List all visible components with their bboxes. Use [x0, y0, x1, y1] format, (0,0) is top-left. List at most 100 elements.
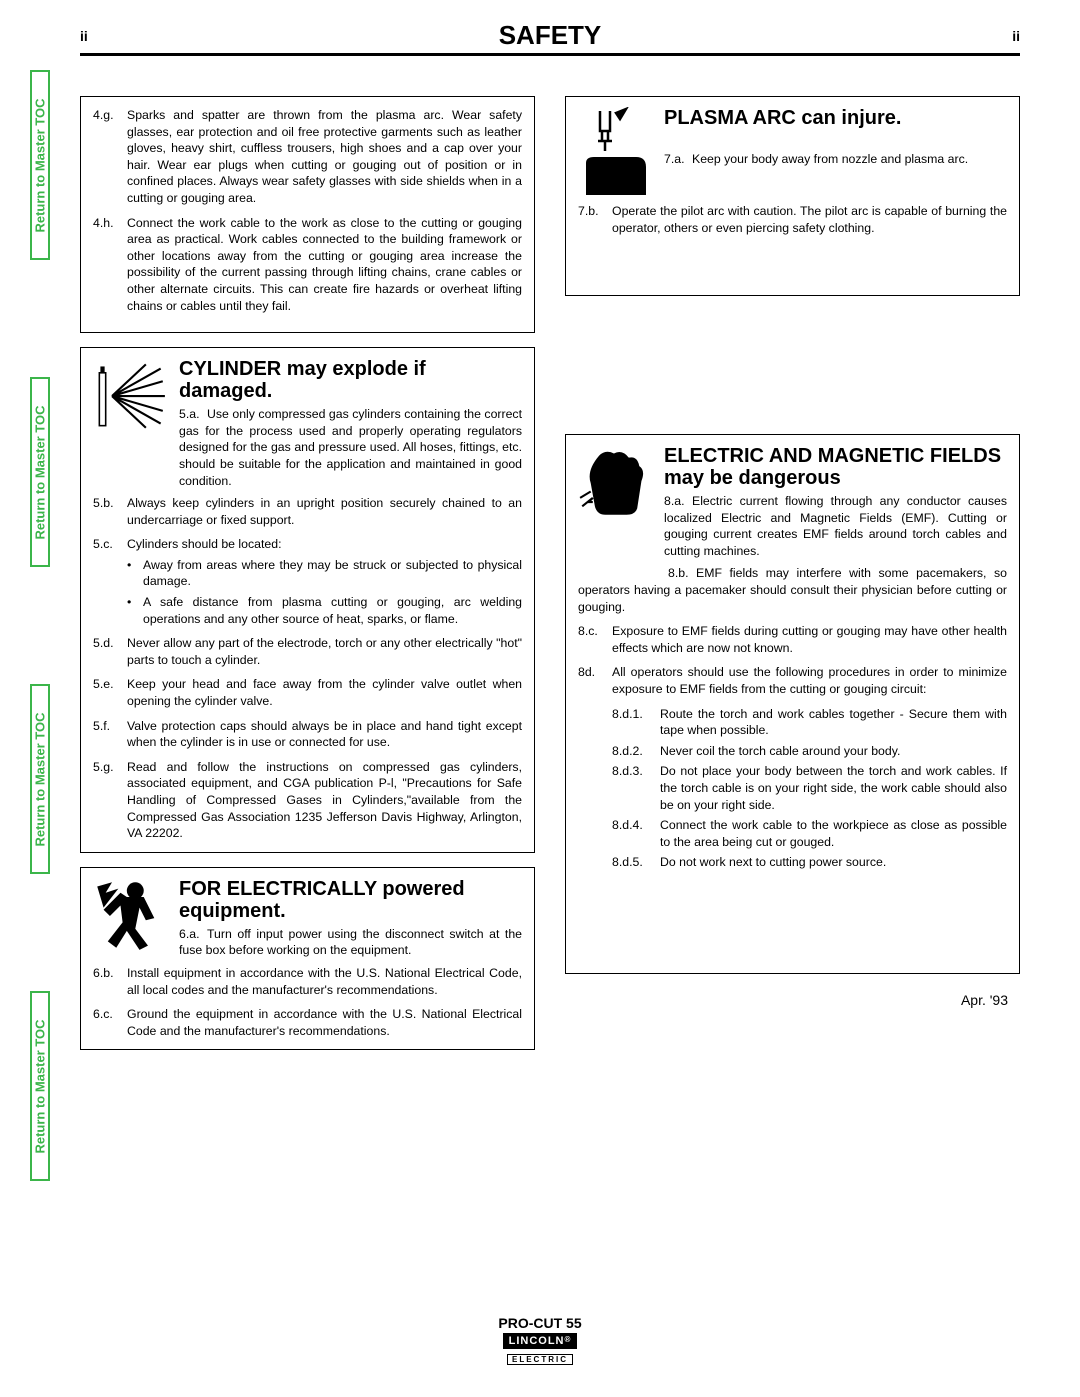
item-text: Read and follow the instructions on comp… [127, 759, 522, 842]
item-number: 8d. [578, 664, 606, 697]
item-text: Never coil the torch cable around your b… [660, 743, 1007, 760]
item-5d: 5.d.Never allow any part of the electrod… [93, 635, 522, 668]
item-text: Electric current flowing through any con… [664, 494, 1007, 558]
item-number: 8.a. [664, 493, 692, 510]
brand-text: LINCOLN [509, 1335, 565, 1347]
section-electrical-equipment: FOR ELECTRICALLY powered equipment. 6.a.… [80, 867, 535, 1051]
item-text: Valve protection caps should always be i… [127, 718, 522, 751]
section-heading-row: FOR ELECTRICALLY powered equipment. 6.a.… [93, 878, 522, 959]
page-header: ii SAFETY ii [80, 20, 1020, 51]
item-text: Operate the pilot arc with caution. The … [612, 203, 1007, 236]
item-5g: 5.g.Read and follow the instructions on … [93, 759, 522, 842]
section-title: FOR ELECTRICALLY powered equipment. [179, 878, 522, 922]
section-title: ELECTRIC AND MAGNETIC FIELDS may be dang… [664, 445, 1007, 489]
section-heading-row: ELECTRIC AND MAGNETIC FIELDS may be dang… [578, 445, 1007, 559]
toc-tab-label: Return to Master TOC [33, 98, 48, 232]
item-8d5: 8.d.5. Do not work next to cutting power … [612, 854, 1007, 871]
item-number: 5.c. [93, 536, 121, 553]
item-5c: 5.c. Cylinders should be located: [93, 536, 522, 553]
item-number: 8.d.3. [612, 763, 654, 813]
section-plasma-arc: PLASMA ARC can injure. 7.a.Keep your bod… [565, 96, 1020, 296]
section-title: CYLINDER may explode if damaged. [179, 358, 522, 402]
item-text: EMF fields may interfere with some pacem… [578, 566, 1007, 613]
toc-tab-4[interactable]: Return to Master TOC [30, 991, 50, 1181]
item-number: 5.d. [93, 635, 121, 668]
right-column: PLASMA ARC can injure. 7.a.Keep your bod… [565, 96, 1020, 1050]
toc-tab-label: Return to Master TOC [33, 1019, 48, 1153]
item-7b: 7.b.Operate the pilot arc with caution. … [578, 203, 1007, 236]
item-text: Do not place your body between the torch… [660, 763, 1007, 813]
item-8d2: 8.d.2. Never coil the torch cable around … [612, 743, 1007, 760]
item-text: Sparks and spatter are thrown from the p… [127, 107, 522, 207]
item-text: Route the torch and work cables together… [660, 706, 1007, 739]
section-emf: ELECTRIC AND MAGNETIC FIELDS may be dang… [565, 434, 1020, 974]
left-column: 4.g. Sparks and spatter are thrown from … [80, 96, 535, 1050]
content-columns: 4.g. Sparks and spatter are thrown from … [80, 96, 1020, 1050]
hand-nozzle-icon [578, 107, 652, 197]
page-footer: PRO-CUT 55 LINCOLN® ELECTRIC [0, 1315, 1080, 1367]
item-text: Keep your head and face away from the cy… [127, 676, 522, 709]
item-number: 5.b. [93, 495, 121, 528]
item-text: Connect the work cable to the workpiece … [660, 817, 1007, 850]
item-text: Away from areas where they may be struck… [143, 557, 522, 590]
item-number: 5.a. [179, 406, 207, 423]
item-8d1: 8.d.1.Route the torch and work cables to… [612, 706, 1007, 739]
section-cylinder: CYLINDER may explode if damaged. 5.a.Use… [80, 347, 535, 853]
item-number: 5.e. [93, 676, 121, 709]
item-number: 8.d.5. [612, 854, 654, 871]
item-text: Install equipment in accordance with the… [127, 965, 522, 998]
bullet: • [127, 557, 137, 590]
cylinder-explode-icon [93, 358, 167, 432]
item-8b: 8.b.EMF fields may interfere with some p… [578, 565, 1007, 615]
item-text: Cylinders should be located: [127, 536, 522, 553]
item-text: Keep your body away from nozzle and plas… [692, 152, 968, 166]
item-number: 6.c. [93, 1006, 121, 1039]
item-6b: 6.b.Install equipment in accordance with… [93, 965, 522, 998]
item-number: 8.d.1. [612, 706, 654, 739]
toc-tab-3[interactable]: Return to Master TOC [30, 684, 50, 874]
item-8d4: 8.d.4.Connect the work cable to the work… [612, 817, 1007, 850]
toc-tab-1[interactable]: Return to Master TOC [30, 70, 50, 260]
item-text: A safe distance from plasma cutting or g… [143, 594, 522, 627]
item-5b: 5.b.Always keep cylinders in an upright … [93, 495, 522, 528]
item-number: 5.f. [93, 718, 121, 751]
item-number: 8.c. [578, 623, 606, 656]
item-8d: 8d.All operators should use the followin… [578, 664, 1007, 697]
item-text: Exposure to EMF fields during cutting or… [612, 623, 1007, 656]
revision-date: Apr. '93 [565, 992, 1008, 1008]
item-number: 6.b. [93, 965, 121, 998]
item-7a-lead: 7.a.Keep your body away from nozzle and … [664, 151, 1007, 168]
item-5c-sub2: •A safe distance from plasma cutting or … [127, 594, 522, 627]
item-text: All operators should use the following p… [612, 664, 1007, 697]
section-heading-row: PLASMA ARC can injure. 7.a.Keep your bod… [578, 107, 1007, 197]
page-title: SAFETY [499, 20, 602, 51]
brand-sub: ELECTRIC [507, 1354, 573, 1365]
toc-tab-label: Return to Master TOC [33, 712, 48, 846]
item-number: 7.b. [578, 203, 606, 236]
electric-shock-icon [93, 878, 167, 952]
item-6a-lead: 6.a.Turn off input power using the disco… [179, 926, 522, 959]
toc-tab-2[interactable]: Return to Master TOC [30, 377, 50, 567]
bullet: • [127, 594, 137, 627]
item-6c: 6.c.Ground the equipment in accordance w… [93, 1006, 522, 1039]
item-text: Connect the work cable to the work as cl… [127, 215, 522, 315]
item-number: 6.a. [179, 926, 207, 943]
item-number: 8.d.2. [612, 743, 654, 760]
item-text: Never allow any part of the electrode, t… [127, 635, 522, 668]
item-text: Always keep cylinders in an upright posi… [127, 495, 522, 528]
item-text: Use only compressed gas cylinders contai… [179, 407, 522, 487]
page-number-left: ii [80, 28, 88, 44]
header-rule [80, 53, 1020, 56]
item-5a-lead: 5.a.Use only compressed gas cylinders co… [179, 406, 522, 489]
item-number: 4.h. [93, 215, 121, 315]
item-text: Turn off input power using the disconnec… [179, 927, 522, 958]
item-text: Do not work next to cutting power source… [660, 854, 1007, 871]
item-5e: 5.e.Keep your head and face away from th… [93, 676, 522, 709]
item-4g: 4.g. Sparks and spatter are thrown from … [93, 107, 522, 207]
item-8a-lead: 8.a.Electric current flowing through any… [664, 493, 1007, 559]
item-8d3: 8.d.3.Do not place your body between the… [612, 763, 1007, 813]
brand-logo: LINCOLN® [503, 1333, 578, 1349]
product-name: PRO-CUT 55 [0, 1315, 1080, 1331]
item-number: 8.b. [668, 565, 696, 582]
toc-tab-label: Return to Master TOC [33, 405, 48, 539]
